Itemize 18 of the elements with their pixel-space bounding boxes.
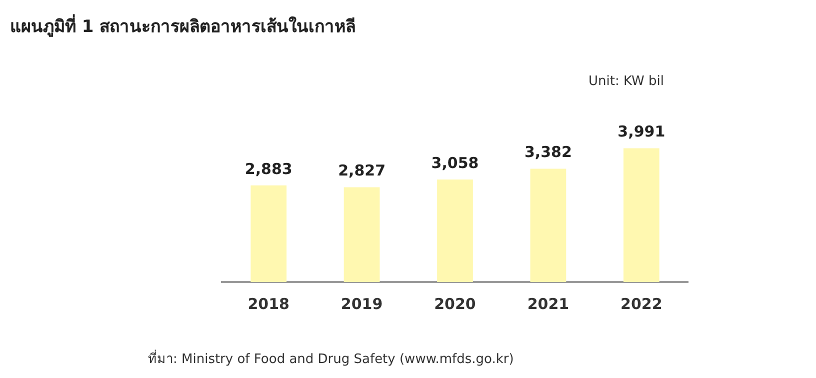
x-tick-label: 2019 — [340, 294, 383, 313]
bar — [250, 185, 287, 282]
data-label: 3,382 — [524, 143, 572, 162]
data-label: 3,058 — [431, 154, 479, 172]
data-label: 2,827 — [338, 162, 386, 180]
x-tick-label: 2020 — [434, 294, 476, 313]
x-tick-label: 2021 — [527, 294, 570, 313]
bar — [623, 148, 660, 282]
data-label: 3,991 — [618, 122, 666, 141]
chart-title: แผนภูมิที่ 1 สถานะการผลิตอาหารเส้นในเกาหลี — [10, 13, 356, 39]
x-tick-label: 2022 — [620, 294, 662, 313]
x-tick-label: 2018 — [248, 294, 290, 313]
text: ที่มา: Ministry of Food and Drug Safety (www.mfds.go.kr) — [148, 348, 514, 369]
bar — [530, 168, 566, 282]
bar — [437, 180, 473, 282]
text: Unit: KW bil — [588, 74, 664, 89]
data-label: 2,883 — [244, 160, 292, 178]
bar — [344, 187, 380, 282]
